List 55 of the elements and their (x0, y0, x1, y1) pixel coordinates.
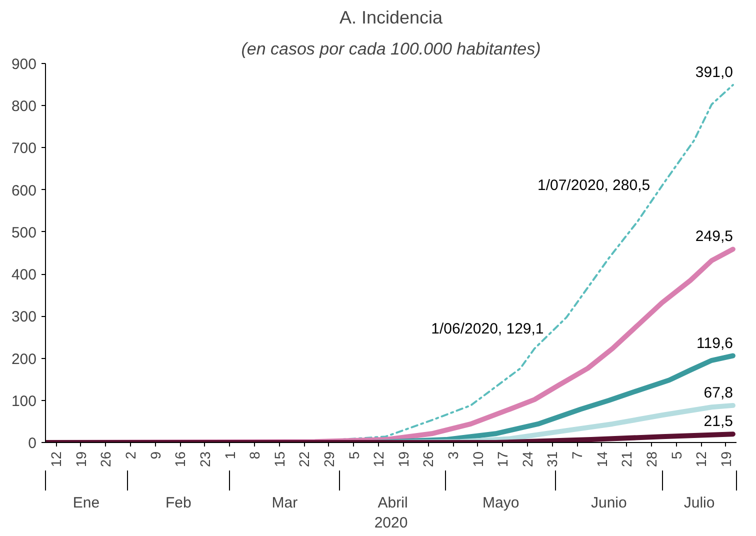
annotation: 391,0 (695, 64, 733, 81)
y-tick-label: 0 (28, 435, 36, 452)
y-tick-label: 900 (11, 56, 37, 73)
x-tick-label: 19 (395, 451, 412, 468)
x-tick-label: 12 (693, 451, 710, 468)
x-tick-label: 28 (643, 451, 660, 468)
x-tick-label: 7 (569, 451, 586, 460)
x-tick-label: 26 (420, 451, 436, 468)
x-tick-label: 15 (271, 451, 288, 468)
x-tick-label: 22 (296, 451, 312, 468)
chart-title: A. Incidencia (339, 8, 444, 28)
x-tick-label: 5 (346, 451, 362, 460)
annotation: 1/07/2020, 280,5 (537, 177, 650, 194)
x-tick-label: 10 (470, 451, 486, 468)
x-tick-label: 17 (494, 451, 511, 468)
text: Mar (272, 494, 298, 512)
y-tick-label: 800 (11, 98, 37, 116)
x-tick-label: 31 (544, 451, 560, 468)
y-tick-label: 100 (11, 392, 37, 410)
x-tick-label: 5 (668, 451, 684, 460)
x-tick-label: 19 (718, 451, 734, 468)
annotation: 119,6 (696, 334, 733, 352)
y-tick-label: 300 (11, 308, 37, 326)
text: Mayo (482, 494, 520, 512)
x-tick-label: 29 (320, 451, 337, 468)
x-tick-label: 12 (48, 451, 64, 468)
y-tick-label: 500 (11, 224, 37, 242)
text: Junio (591, 494, 627, 512)
annotation: 21,5 (704, 413, 733, 430)
x-tick-label: 2 (122, 451, 139, 460)
y-tick-label: 200 (11, 350, 37, 368)
annotation: 67,8 (704, 384, 733, 402)
x-tick-label: 14 (594, 451, 610, 468)
y-tick-label: 400 (11, 266, 37, 284)
x-tick-label: 9 (147, 451, 164, 460)
text: 2020 (374, 514, 408, 532)
text: Abril (378, 494, 408, 512)
x-tick-label: 19 (72, 451, 89, 468)
text: Feb (165, 494, 192, 512)
x-tick-label: 12 (370, 451, 387, 468)
x-tick-label: 1 (222, 451, 238, 460)
x-tick-label: 21 (618, 451, 635, 468)
x-tick-label: 3 (445, 451, 462, 460)
annotation: 1/06/2020, 129,1 (431, 320, 544, 338)
y-tick-label: 700 (11, 140, 37, 158)
text: Ene (72, 494, 100, 512)
y-tick-label: 600 (11, 182, 37, 200)
x-tick-label: 24 (519, 451, 536, 468)
x-tick-label: 26 (98, 451, 114, 468)
x-tick-label: 23 (196, 451, 213, 468)
annotation: 249,5 (695, 228, 733, 246)
x-tick-label: 16 (172, 451, 188, 468)
x-tick-label: 8 (246, 451, 263, 460)
chart-subtitle: (en casos por cada 100.000 habitantes) (241, 40, 541, 58)
text: Julio (684, 494, 715, 512)
